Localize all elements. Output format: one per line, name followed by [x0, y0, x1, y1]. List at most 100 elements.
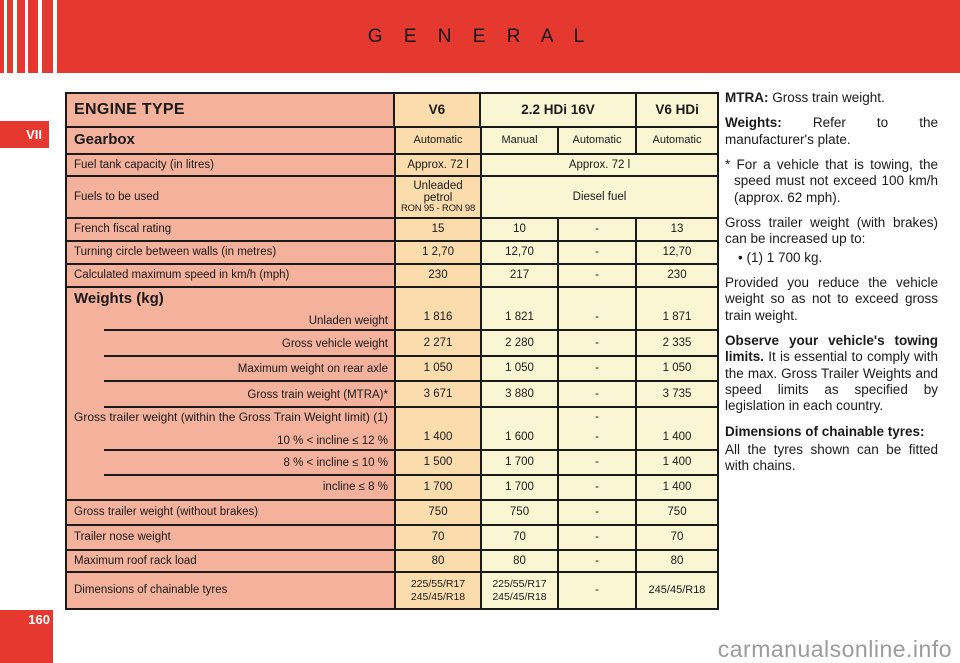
cell-value: 1 400 [637, 451, 717, 476]
cell-value: 2 271 [396, 331, 482, 357]
decorative-stripe [25, 0, 28, 73]
note-text: Refer to the manufacturer's plate. [725, 115, 938, 147]
tyre-size: 225/55/R17 [492, 578, 547, 591]
notes-panel: MTRA: Gross train weight. Weights: Refer… [725, 90, 938, 484]
cell-value: 3 880 [482, 382, 559, 408]
row-label: Weights (kg) Unladen weight [67, 288, 396, 331]
cell-value: - [559, 501, 637, 526]
tyre-size: 225/55/R17 [410, 578, 466, 591]
table-row-incline8: incline ≤ 8 % 1 700 1 700 - 1 400 [67, 476, 717, 501]
cell-value: 1 2,70 [396, 242, 482, 265]
note-paragraph: Observe your vehicle's towing limits. It… [725, 333, 938, 415]
cell-value: - [559, 288, 637, 331]
cell-value: Unleaded petrol RON 95 - RON 98 [396, 177, 482, 219]
cell-value: 1 871 [637, 288, 717, 331]
note-lead: MTRA: [725, 90, 769, 105]
cell-value: 1 050 [396, 357, 482, 382]
cell-bottom-value: 1 400 [662, 431, 692, 444]
table-row-mtra: Gross train weight (MTRA)* 3 671 3 880 -… [67, 382, 717, 408]
cell-value: 70 [396, 526, 482, 551]
section-tab: VII [0, 121, 49, 148]
cell-value: 217 [482, 265, 559, 288]
row-label: Fuel tank capacity (in litres) [67, 155, 396, 177]
decorative-stripe [13, 0, 17, 73]
cell-value: 1 816 [396, 288, 482, 331]
cell-value: - [559, 265, 637, 288]
row-label: Maximum roof rack load [67, 551, 396, 573]
cell-value: 1 050 [637, 357, 717, 382]
cell-value: 1 500 [396, 451, 482, 476]
row-label: Maximum weight on rear axle [67, 357, 396, 382]
table-row-without-brakes: Gross trailer weight (without brakes) 75… [67, 501, 717, 526]
cell-value: 1 821 [482, 288, 559, 331]
cell-value: 12,70 [482, 242, 559, 265]
weights-section-title: Weights (kg) [74, 290, 164, 307]
table-row-rear-axle: Maximum weight on rear axle 1 050 1 050 … [67, 357, 717, 382]
tyre-size: 245/45/R18 [492, 590, 547, 603]
col-header-v6: V6 [395, 94, 481, 128]
cell-value-merged: Approx. 72 l [482, 155, 717, 177]
cell-value: 13 [637, 219, 717, 242]
row-label: French fiscal rating [67, 219, 396, 242]
cell-value: 225/55/R17 245/45/R18 [482, 573, 559, 608]
cell-value: - [559, 551, 637, 573]
page-title: G E N E R A L [367, 26, 593, 47]
table-row-weights-unladen: Weights (kg) Unladen weight 1 816 1 821 … [67, 288, 717, 331]
decorative-stripe [4, 0, 7, 73]
row-label: Gross vehicle weight [67, 331, 396, 357]
cell-value: 245/45/R18 [637, 573, 717, 608]
cell-value: 70 [637, 526, 717, 551]
note-text: It is essential to comply with the max. … [725, 349, 938, 414]
decorative-stripe [53, 0, 57, 73]
table-row-gearbox: Gearbox Automatic Manual Automatic Autom… [67, 128, 717, 155]
sub-label: 10 % < incline ≤ 12 % [277, 435, 388, 448]
watermark: carmanualsonline.info [717, 636, 952, 662]
sub-label: Unladen weight [308, 315, 388, 328]
row-label: Gross train weight (MTRA)* [67, 382, 396, 408]
header-banner: G E N E R A L [0, 0, 960, 73]
cell-value: - [559, 219, 637, 242]
table-row-fiscal: French fiscal rating 15 10 - 13 [67, 219, 717, 242]
table-header-row: ENGINE TYPE V6 2.2 HDi 16V V6 HDi [67, 94, 717, 128]
cell-bottom-value: 1 400 [423, 431, 453, 444]
col-header-v6hdi: V6 HDi [637, 94, 717, 128]
cell-value: - [559, 526, 637, 551]
row-label: Turning circle between walls (in metres) [67, 242, 396, 265]
note-lead: Dimensions of chainable tyres: [725, 423, 925, 439]
table-row-roof-rack: Maximum roof rack load 80 80 - 80 [67, 551, 717, 573]
cell-value: - - [559, 408, 637, 451]
cell-value: 750 [396, 501, 482, 526]
table-row-max-speed: Calculated maximum speed in km/h (mph) 2… [67, 265, 717, 288]
cell-value: Manual [482, 128, 559, 155]
note-paragraph-footnote: * For a vehicle that is towing, the spee… [725, 156, 938, 205]
cell-value: Approx. 72 l [396, 155, 482, 177]
table-row-incline10: 8 % < incline ≤ 10 % 1 500 1 700 - 1 400 [67, 451, 717, 476]
cell-value: - [559, 451, 637, 476]
table-row-gtw-limit: Gross trailer weight (within the Gross T… [67, 408, 717, 451]
cell-value: 10 [482, 219, 559, 242]
table-row-tyres: Dimensions of chainable tyres 225/55/R17… [67, 573, 717, 608]
spec-table: ENGINE TYPE V6 2.2 HDi 16V V6 HDi Gearbo… [65, 92, 719, 610]
cell-value: 1 400 [396, 408, 482, 451]
cell-value: 1 400 [637, 476, 717, 501]
cell-value: 1 600 [482, 408, 559, 451]
table-row-fuel-tank: Fuel tank capacity (in litres) Approx. 7… [67, 155, 717, 177]
cell-value: Automatic [396, 128, 482, 155]
table-row-nose-weight: Trailer nose weight 70 70 - 70 [67, 526, 717, 551]
table-row-gross-vehicle-weight: Gross vehicle weight 2 271 2 280 - 2 335 [67, 331, 717, 357]
fuel-line: RON 95 - RON 98 [400, 203, 476, 215]
gtw-limit-title: Gross trailer weight (within the Gross T… [74, 410, 388, 424]
note-paragraph: Dimensions of chainable tyres: [725, 424, 938, 440]
cell-top-value: - [595, 411, 599, 423]
row-label: Dimensions of chainable tyres [67, 573, 396, 608]
tyre-size: 245/45/R18 [410, 590, 466, 603]
table-row-turning-circle: Turning circle between walls (in metres)… [67, 242, 717, 265]
note-text: Gross train weight. [768, 90, 885, 105]
cell-value: - [559, 476, 637, 501]
cell-value: 80 [396, 551, 482, 573]
row-label: Gross trailer weight (without brakes) [67, 501, 396, 526]
cell-value: 750 [482, 501, 559, 526]
note-paragraph: All the tyres shown can be fitted with c… [725, 441, 938, 474]
page-number-tab: 160 [0, 610, 53, 663]
row-label: Gearbox [67, 128, 396, 155]
